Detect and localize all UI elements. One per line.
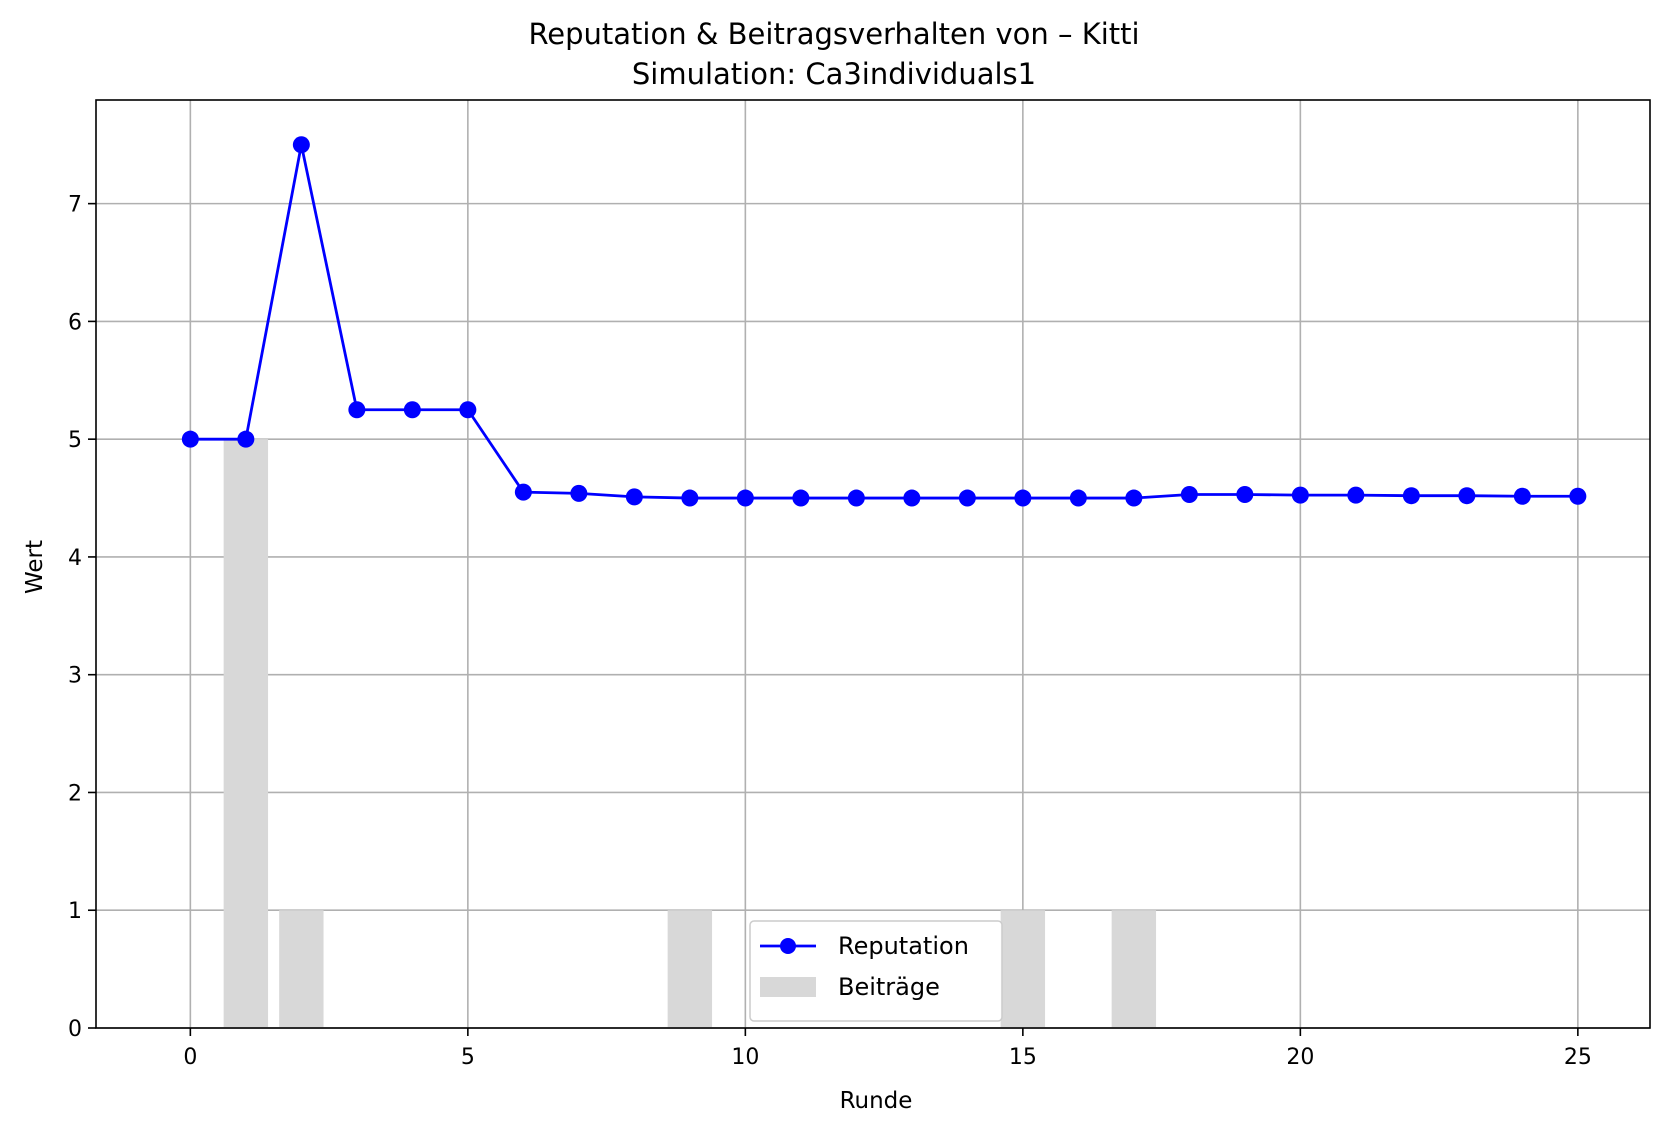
reputation-point (514, 483, 532, 501)
y-tick-label: 2 (68, 781, 82, 806)
bar-series (223, 439, 1157, 1029)
y-tick-label: 1 (68, 899, 82, 924)
contribution-bar (1111, 910, 1157, 1028)
reputation-point (1569, 487, 1587, 505)
reputation-point (681, 489, 699, 507)
reputation-point (1069, 489, 1087, 507)
reputation-point (1125, 489, 1143, 507)
reputation-point (847, 489, 865, 507)
reputation-point (403, 401, 421, 419)
reputation-point (792, 489, 810, 507)
x-tick-label: 10 (731, 1045, 759, 1070)
contribution-bar (223, 439, 269, 1029)
reputation-point (1014, 489, 1032, 507)
x-tick-label: 15 (1009, 1045, 1037, 1070)
y-tick-label: 0 (68, 1017, 82, 1042)
reputation-point (1347, 486, 1365, 504)
x-tick-label: 25 (1564, 1045, 1592, 1070)
reputation-line (190, 143, 1578, 500)
y-tick-label: 7 (68, 193, 82, 218)
x-axis-label: Runde (840, 1088, 913, 1114)
contribution-bar (279, 910, 324, 1028)
y-tick-label: 6 (68, 310, 82, 335)
reputation-point (570, 484, 588, 502)
chart-subtitle: Simulation: Ca3individuals1 (632, 57, 1036, 91)
legend-reputation-marker (780, 938, 796, 954)
reputation-point (237, 430, 255, 448)
reputation-point (1180, 486, 1198, 504)
reputation-point (1236, 486, 1254, 504)
reputation-point (292, 136, 310, 154)
reputation-point (625, 488, 643, 506)
contribution-bar (1000, 910, 1046, 1028)
y-tick-label: 5 (68, 428, 82, 453)
reputation-point (348, 401, 366, 419)
y-tick-label: 3 (68, 664, 82, 689)
reputation-point (181, 430, 199, 448)
axes-frame (95, 99, 1651, 1029)
y-tick-label: 4 (68, 546, 82, 571)
x-tick-label: 0 (183, 1045, 197, 1070)
reputation-point (1291, 486, 1309, 504)
reputation-point (459, 401, 477, 419)
legend-beitraege-label: Beiträge (838, 973, 940, 1001)
reputation-point (736, 489, 754, 507)
x-tick-label: 5 (461, 1045, 475, 1070)
reputation-point (1458, 487, 1476, 505)
contribution-bar (667, 910, 713, 1028)
chart-title: Reputation & Beitragsverhalten von – Kit… (528, 17, 1139, 51)
legend: Reputation Beiträge (749, 920, 1003, 1022)
reputation-point (958, 489, 976, 507)
line-series (181, 136, 1587, 507)
grid-lines (96, 100, 1650, 1029)
legend-reputation-label: Reputation (838, 932, 969, 960)
reputation-point (903, 489, 921, 507)
reputation-point (1513, 487, 1531, 505)
reputation-point (1402, 487, 1420, 505)
legend-beitraege-patch (760, 977, 816, 997)
y-axis-label: Wert (22, 540, 48, 594)
x-tick-label: 20 (1286, 1045, 1314, 1070)
axis-ticks: 0 5 10 15 20 25 0 1 2 3 4 5 6 7 (68, 193, 1592, 1070)
